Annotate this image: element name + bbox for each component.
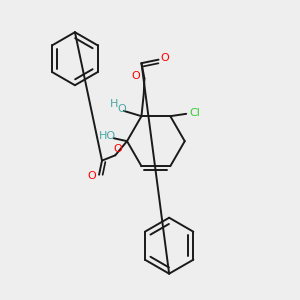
Text: O: O [117,103,126,113]
Text: O: O [132,71,140,81]
Text: H: H [110,99,118,110]
Text: O: O [88,171,96,181]
Text: HO: HO [99,131,116,141]
Text: O: O [160,53,169,63]
Text: O: O [114,144,123,154]
Text: Cl: Cl [189,108,200,118]
